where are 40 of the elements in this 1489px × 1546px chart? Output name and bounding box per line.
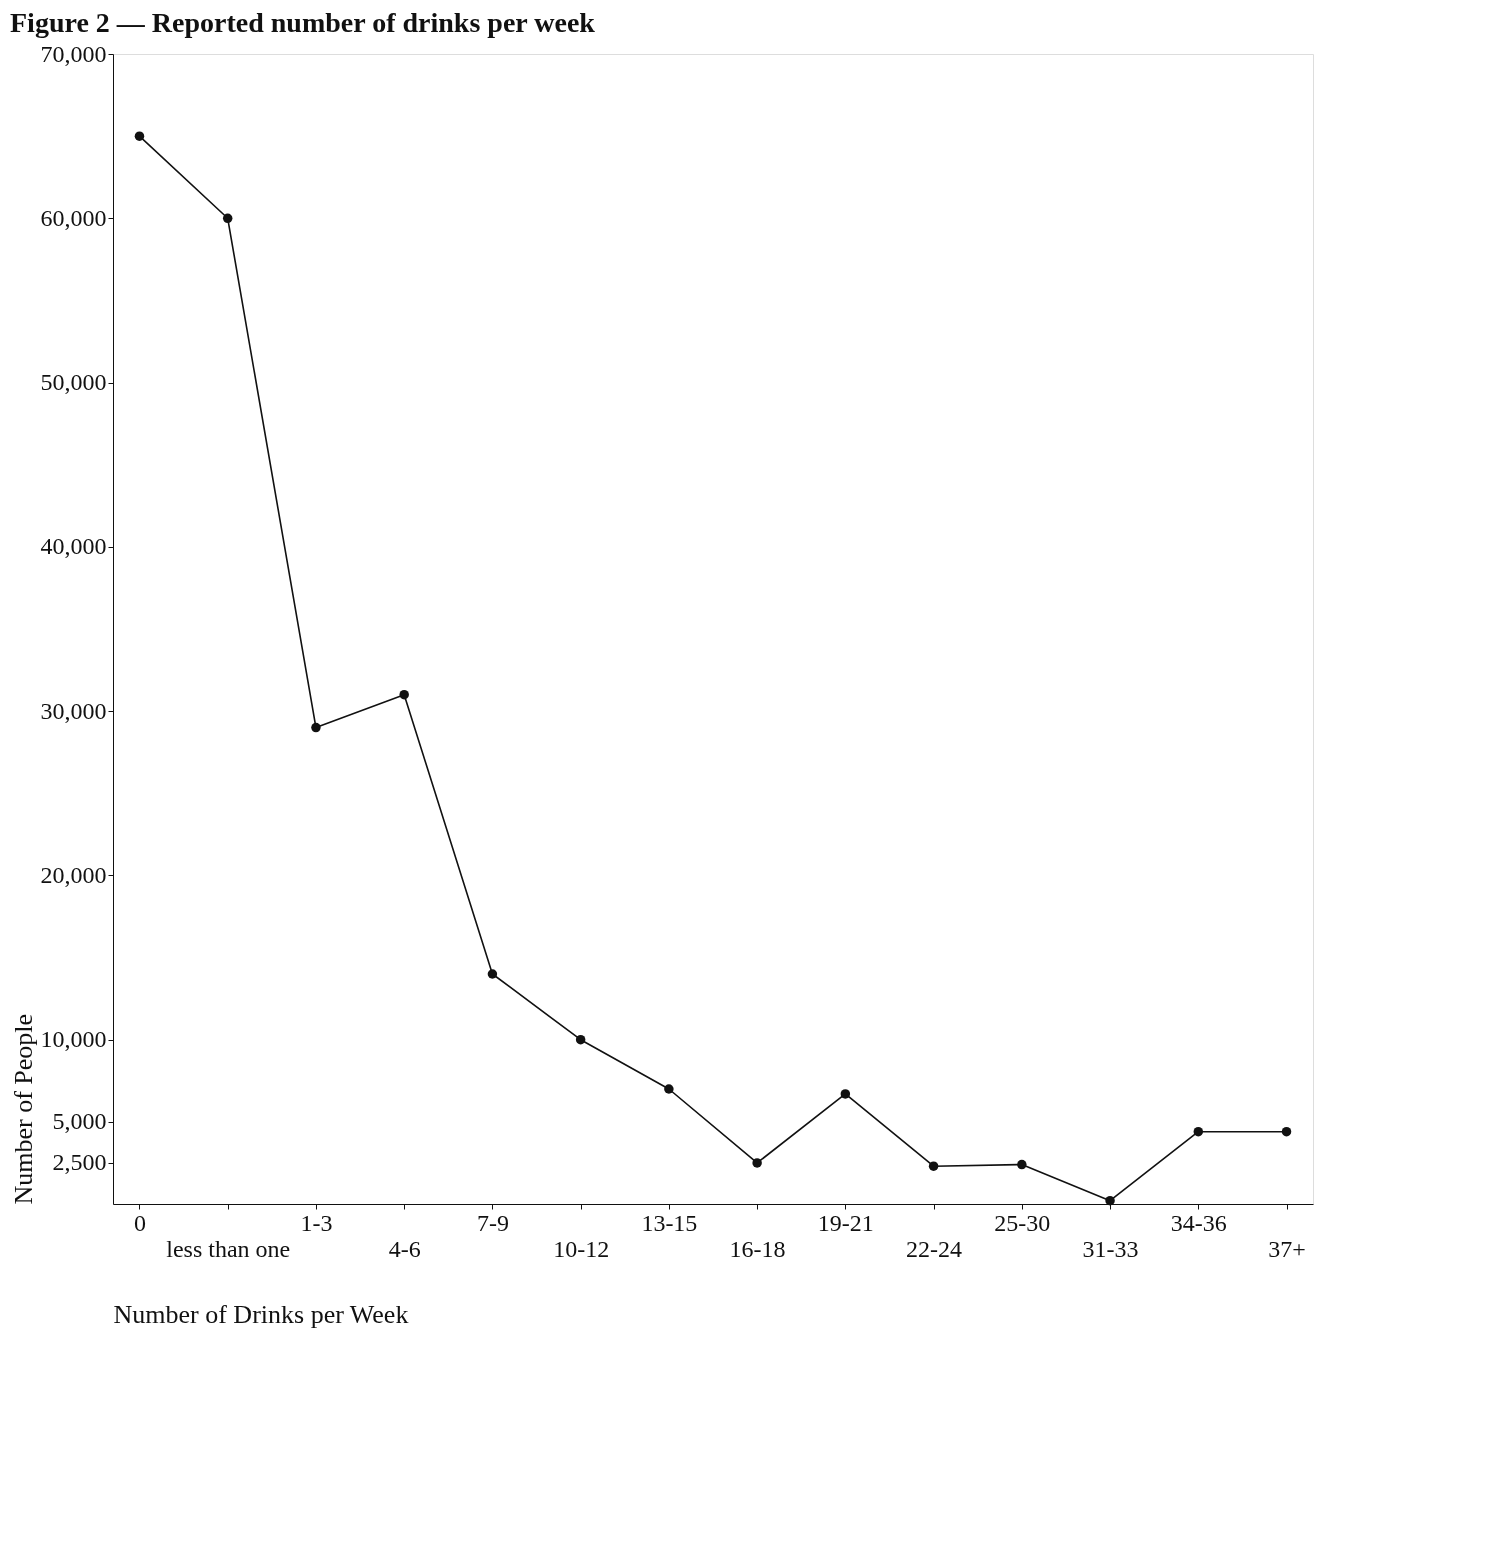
chart-title: Figure 2 — Reported number of drinks per week (10, 7, 596, 38)
y-tick-label: 2,500 (52, 1149, 107, 1176)
x-tick-label: 10-12 (553, 1235, 610, 1262)
y-tick-label: 40,000 (40, 533, 107, 560)
x-tick-label: 37+ (1268, 1235, 1306, 1262)
x-axis-title: Number of Drinks per Week (113, 1299, 409, 1329)
x-tick-label: 1-3 (300, 1209, 333, 1236)
x-tick-label: 31-33 (1082, 1235, 1139, 1262)
y-tick-label: 5,000 (52, 1108, 107, 1135)
x-tick-label: 34-36 (1170, 1209, 1227, 1236)
x-tick-label: 7-9 (476, 1209, 509, 1236)
point (399, 689, 409, 700)
point (928, 1161, 939, 1171)
x-tick-label: 22-24 (906, 1235, 963, 1262)
point (1105, 1195, 1115, 1206)
y-tick-label: 70,000 (40, 40, 107, 67)
y-tick-label: 20,000 (40, 861, 107, 888)
x-tick-label: 25-30 (994, 1209, 1051, 1236)
point (575, 1034, 586, 1045)
y-tick-label: 50,000 (40, 369, 107, 396)
point (1281, 1126, 1292, 1137)
x-tick-label: 13-15 (641, 1209, 698, 1236)
x-tick-label: 0 (133, 1209, 146, 1236)
y-tick-label: 30,000 (40, 697, 107, 724)
x-tick-label: 4-6 (388, 1235, 421, 1262)
x-tick-label: 16-18 (729, 1235, 786, 1262)
point (752, 1158, 762, 1168)
y-tick-label: 10,000 (40, 1026, 107, 1053)
point (840, 1089, 851, 1099)
point (487, 969, 498, 979)
point (1017, 1159, 1027, 1170)
x-tick-label: less than one (166, 1235, 291, 1262)
point (311, 722, 321, 733)
point (664, 1084, 674, 1094)
x-tick-label: 19-21 (817, 1209, 874, 1236)
point (1193, 1126, 1204, 1137)
y-tick-label: 60,000 (40, 204, 107, 231)
point (222, 213, 233, 224)
point (134, 131, 145, 141)
y-axis-title: Number of People (8, 1013, 38, 1205)
